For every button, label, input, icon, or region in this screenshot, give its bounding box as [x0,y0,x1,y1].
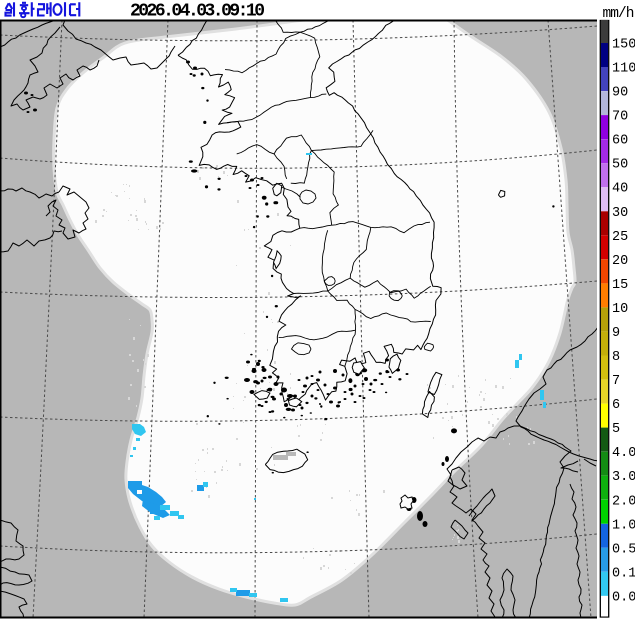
svg-text:3.0: 3.0 [612,470,635,485]
svg-text:0.5: 0.5 [612,542,635,557]
svg-text:30: 30 [612,206,628,221]
svg-text:110: 110 [612,62,635,77]
svg-text:150: 150 [612,38,635,53]
svg-text:8: 8 [612,350,620,365]
svg-text:0.1: 0.1 [612,566,635,581]
svg-text:2026.04.03.09:10: 2026.04.03.09:10 [130,2,265,22]
svg-text:20: 20 [612,254,628,269]
svg-text:6: 6 [612,398,620,413]
svg-text:mm/h: mm/h [603,6,635,22]
svg-text:5: 5 [612,422,620,437]
svg-text:50: 50 [612,158,628,173]
svg-text:1.0: 1.0 [612,518,635,533]
svg-text:40: 40 [612,182,628,197]
svg-text:15: 15 [612,278,628,293]
svg-text:10: 10 [612,302,628,317]
svg-text:60: 60 [612,134,628,149]
svg-text:7: 7 [612,374,620,389]
svg-text:90: 90 [612,86,628,101]
svg-text:25: 25 [612,230,628,245]
svg-text:70: 70 [612,110,628,125]
svg-text:4.0: 4.0 [612,446,635,461]
svg-text:9: 9 [612,326,620,341]
svg-text:2.0: 2.0 [612,494,635,509]
svg-text:0.0: 0.0 [612,590,635,605]
